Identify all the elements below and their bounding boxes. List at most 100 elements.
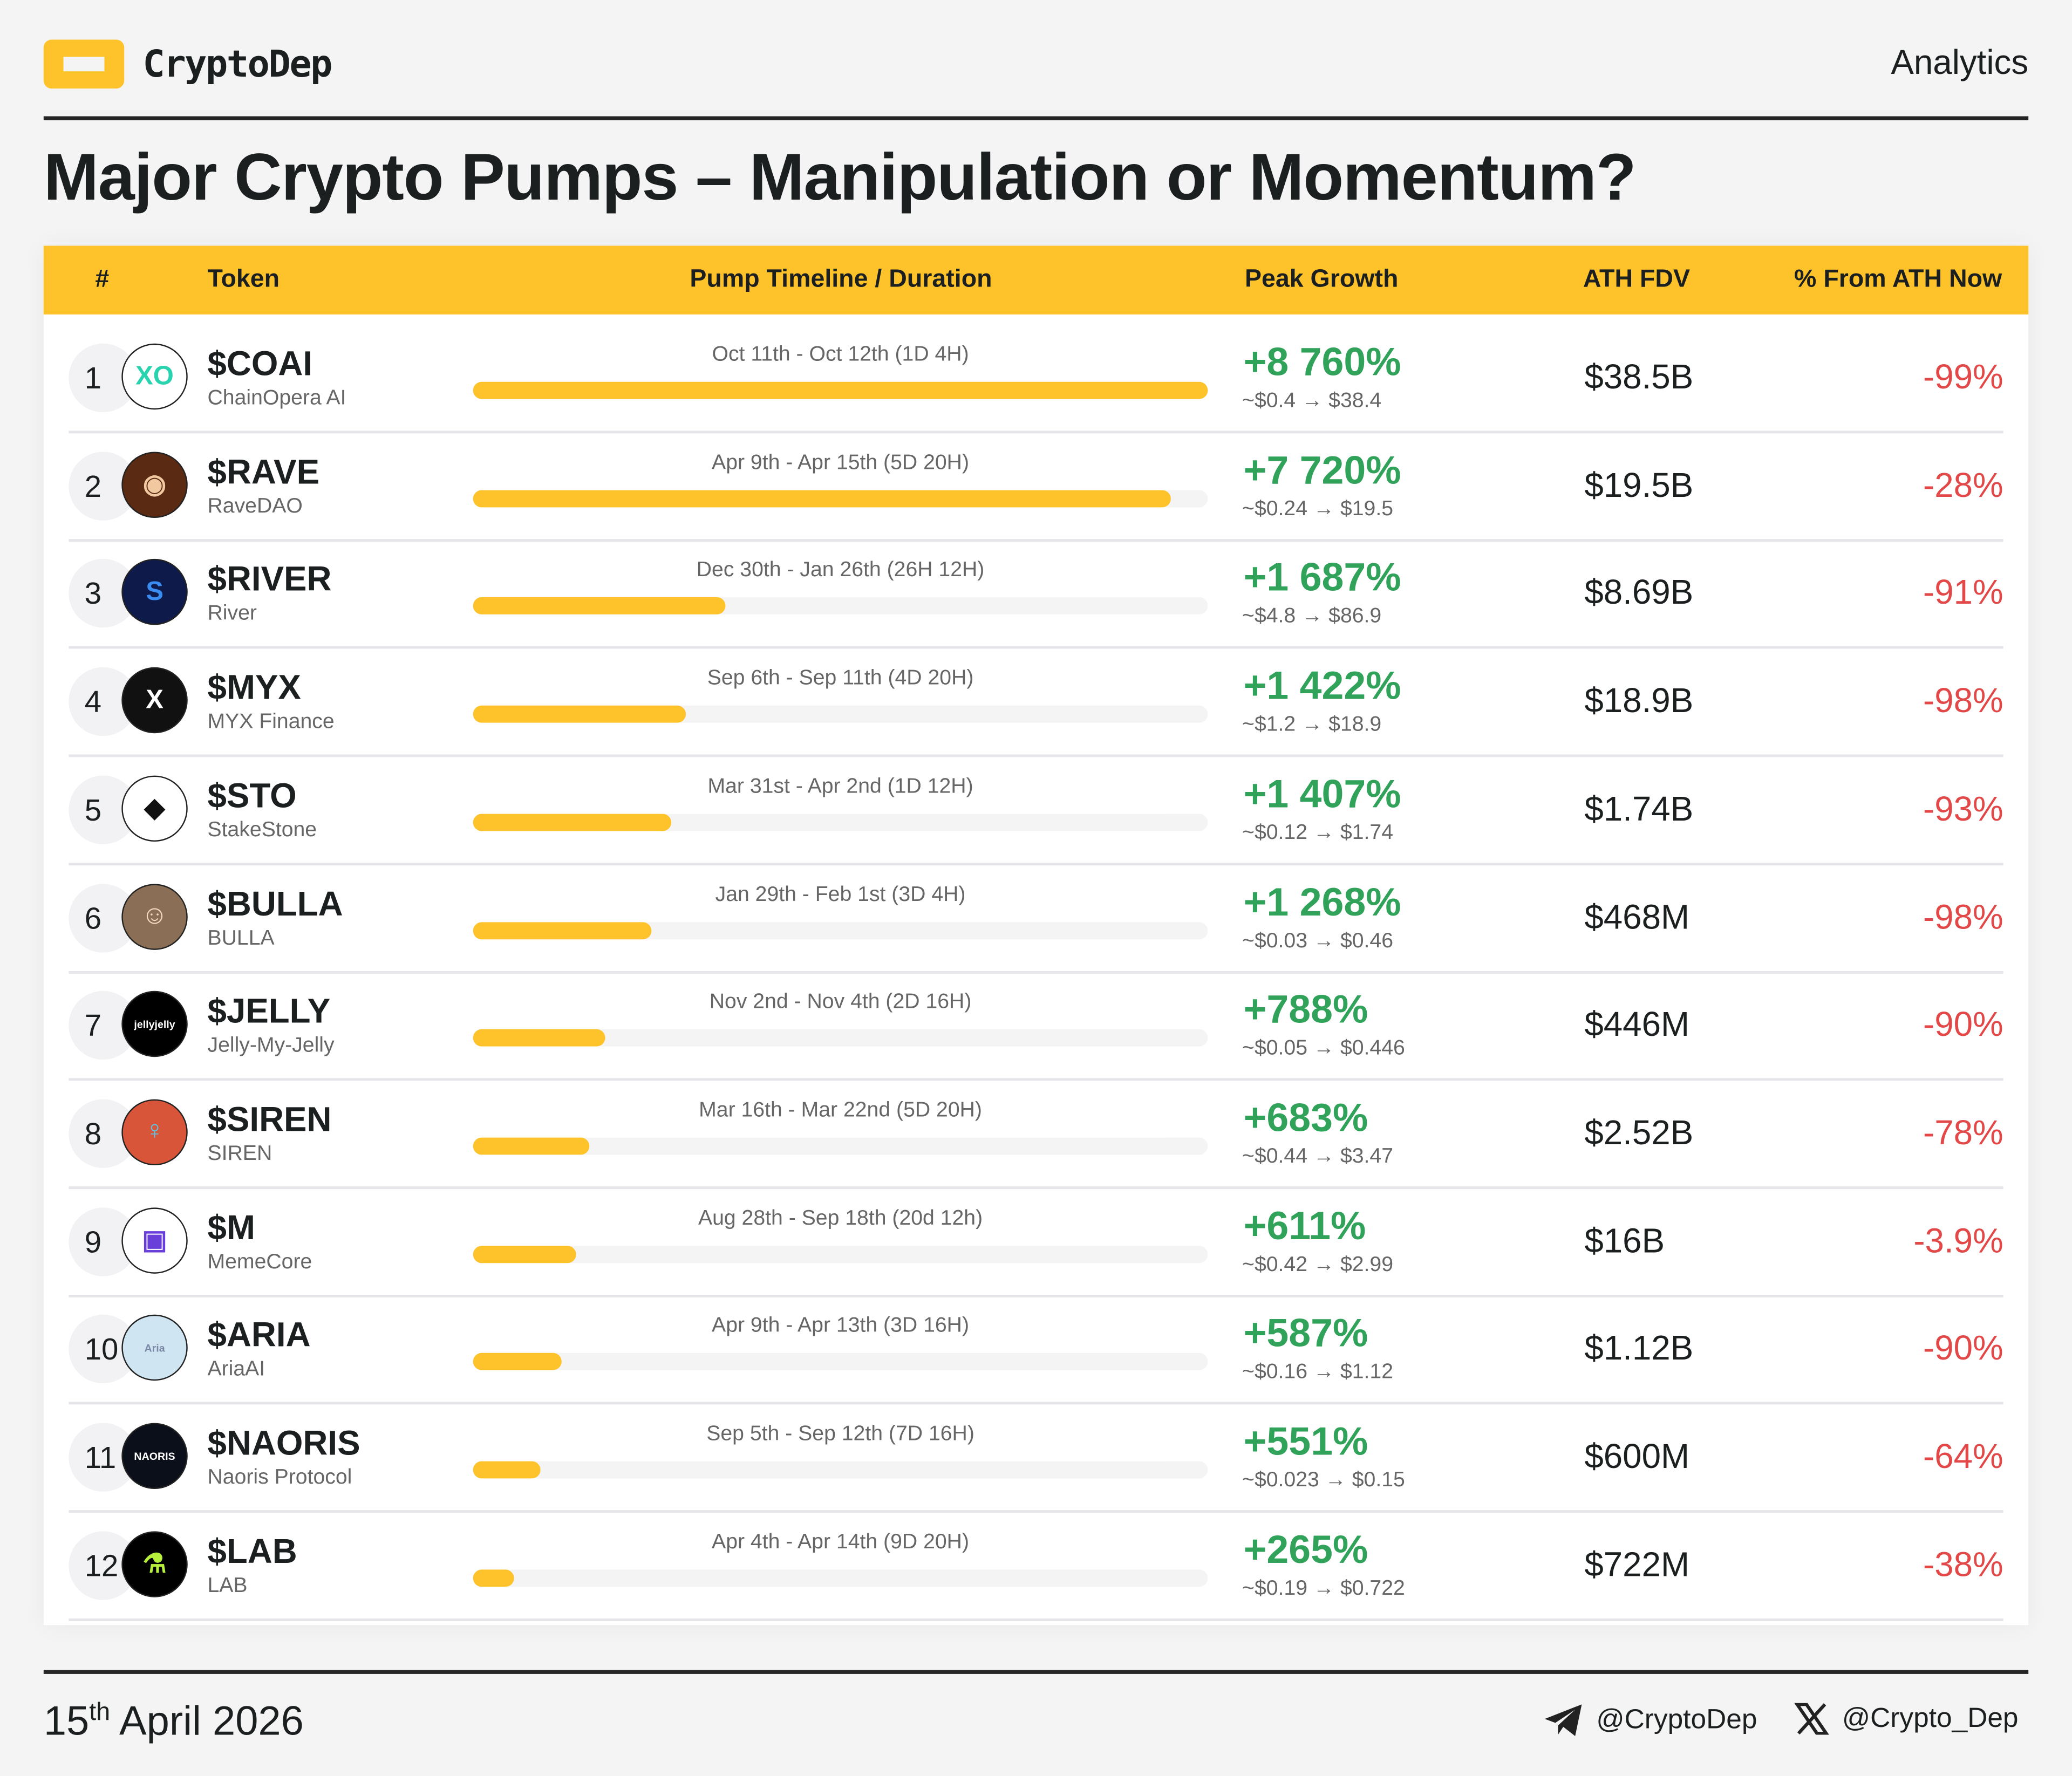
token-logo-glyph: ⚗ <box>142 1550 167 1580</box>
from-ath: -93% <box>1923 788 2003 829</box>
price-range: ~$0.05 → $0.446 <box>1242 1037 1405 1060</box>
ath-fdv: $18.9B <box>1584 680 1694 720</box>
footer: 15th April 2026 @CryptoDep @Crypto_Dep <box>43 1670 2029 1744</box>
col-timeline: Pump Timeline / Duration <box>690 265 992 293</box>
token-logo-icon: ☺ <box>121 883 188 950</box>
table-row: 10 Aria $ARIA AriaAI Apr 9th - Apr 13th … <box>69 1295 2003 1405</box>
x-icon <box>1794 1703 1829 1735</box>
token-logo-glyph: NAORIS <box>134 1450 175 1462</box>
table-row: 4 X $MYX MYX Finance Sep 6th - Sep 11th … <box>69 647 2003 757</box>
token-name: StakeStone <box>207 818 317 842</box>
telegram-handle: @CryptoDep <box>1596 1704 1757 1735</box>
token-logo-icon: ◉ <box>121 451 188 518</box>
price-range: ~$0.4 → $38.4 <box>1242 390 1382 413</box>
duration-bar <box>473 381 1208 399</box>
duration-bar <box>473 489 1208 507</box>
date-suffix: th <box>89 1698 111 1727</box>
price-range: ~$0.03 → $0.46 <box>1242 929 1394 952</box>
pumps-table: # Token Pump Timeline / Duration Peak Gr… <box>43 245 2029 1625</box>
from-ath: -78% <box>1923 1112 2003 1152</box>
token-symbol: $M <box>207 1207 255 1247</box>
token-logo-icon: S <box>121 559 188 626</box>
token-logo-icon: XO <box>121 343 188 410</box>
duration-bar-fill <box>473 705 686 723</box>
duration-bar-fill <box>473 1029 605 1047</box>
peak-growth: +1 268% <box>1243 880 1401 925</box>
ath-fdv: $19.5B <box>1584 465 1694 504</box>
token-name: LAB <box>207 1574 248 1597</box>
price-range: ~$0.12 → $1.74 <box>1242 821 1394 844</box>
token-symbol: $SIREN <box>207 1099 332 1139</box>
duration-bar <box>473 1137 1208 1155</box>
x-handle: @Crypto_Dep <box>1842 1703 2019 1734</box>
pump-timeline: Sep 5th - Sep 12th (7D 16H) <box>706 1423 974 1446</box>
ath-fdv: $38.5B <box>1584 357 1694 397</box>
table-header: # Token Pump Timeline / Duration Peak Gr… <box>43 245 2029 315</box>
token-logo-glyph: S <box>146 577 163 606</box>
token-name: MYX Finance <box>207 711 335 734</box>
price-range: ~$0.44 → $3.47 <box>1242 1145 1394 1168</box>
pump-timeline: Jan 29th - Feb 1st (3D 4H) <box>715 883 966 906</box>
peak-growth: +1 407% <box>1243 773 1401 816</box>
table-row: 9 ▣ $M MemeCore Aug 28th - Sep 18th (20d… <box>69 1187 2003 1297</box>
pump-timeline: Sep 6th - Sep 11th (4D 20H) <box>707 667 974 690</box>
table-row: 12 ⚗ $LAB LAB Apr 4th - Apr 14th (9D 20H… <box>69 1511 2003 1621</box>
table-row: 5 ◆ $STO StakeStone Mar 31st - Apr 2nd (… <box>69 755 2003 865</box>
duration-bar <box>473 1461 1208 1479</box>
from-ath: -3.9% <box>1913 1220 2003 1260</box>
col-growth: Peak Growth <box>1244 265 1399 293</box>
pump-timeline: Apr 4th - Apr 14th (9D 20H) <box>712 1531 970 1554</box>
token-symbol: $LAB <box>207 1531 297 1571</box>
token-logo-glyph: X <box>146 685 163 714</box>
duration-bar-fill <box>473 381 1208 399</box>
ath-fdv: $600M <box>1584 1436 1690 1476</box>
from-ath: -99% <box>1923 357 2003 397</box>
duration-bar-fill <box>473 921 652 939</box>
price-range: ~$0.42 → $2.99 <box>1242 1253 1394 1276</box>
x-link[interactable]: @Crypto_Dep <box>1794 1703 2019 1735</box>
pump-timeline: Mar 16th - Mar 22nd (5D 20H) <box>699 1099 982 1122</box>
token-logo-glyph: XO <box>135 361 174 391</box>
token-logo-glyph: jellyjelly <box>134 1018 175 1030</box>
table-row: 1 XO $COAI ChainOpera AI Oct 11th - Oct … <box>69 324 2003 434</box>
token-name: River <box>207 603 257 626</box>
pump-timeline: Apr 9th - Apr 13th (3D 16H) <box>712 1315 970 1338</box>
logo-icon <box>43 39 125 89</box>
telegram-link[interactable]: @CryptoDep <box>1543 1703 1757 1738</box>
token-name: AriaAI <box>207 1358 265 1381</box>
price-range: ~$1.2 → $18.9 <box>1242 713 1382 736</box>
duration-bar <box>473 1245 1208 1263</box>
token-logo-glyph: ☺ <box>141 901 168 931</box>
duration-bar-fill <box>473 1245 576 1263</box>
token-logo-glyph: ◆ <box>144 794 165 824</box>
ath-fdv: $2.52B <box>1584 1112 1694 1152</box>
peak-growth: +7 720% <box>1243 448 1401 493</box>
from-ath: -64% <box>1923 1436 2003 1476</box>
pump-timeline: Dec 30th - Jan 26th (26H 12H) <box>696 559 985 582</box>
duration-bar <box>473 814 1208 831</box>
page-title: Major Crypto Pumps – Manipulation or Mom… <box>43 140 1637 214</box>
price-range: ~$0.023 → $0.15 <box>1242 1469 1405 1492</box>
token-logo-icon: ⚗ <box>121 1531 188 1597</box>
peak-growth: +788% <box>1243 988 1368 1033</box>
from-ath: -98% <box>1923 896 2003 937</box>
token-symbol: $NAORIS <box>207 1423 360 1463</box>
price-range: ~$0.19 → $0.722 <box>1242 1577 1405 1600</box>
token-name: ChainOpera AI <box>207 387 346 410</box>
duration-bar <box>473 1569 1208 1587</box>
token-name: RaveDAO <box>207 495 303 518</box>
duration-bar-fill <box>473 1137 590 1155</box>
table-row: 2 ◉ $RAVE RaveDAO Apr 9th - Apr 15th (5D… <box>69 432 2003 542</box>
table-row: 8 ♀ $SIREN SIREN Mar 16th - Mar 22nd (5D… <box>69 1080 2003 1189</box>
token-logo-icon: ◆ <box>121 775 188 842</box>
peak-growth: +265% <box>1243 1528 1368 1572</box>
ath-fdv: $1.12B <box>1584 1328 1694 1368</box>
token-logo-icon: ♀ <box>121 1099 188 1165</box>
peak-growth: +8 760% <box>1243 340 1401 385</box>
duration-bar-fill <box>473 1569 514 1587</box>
from-ath: -90% <box>1923 1004 2003 1044</box>
duration-bar <box>473 1353 1208 1371</box>
token-logo-icon: ▣ <box>121 1207 188 1273</box>
token-symbol: $BULLA <box>207 883 343 923</box>
